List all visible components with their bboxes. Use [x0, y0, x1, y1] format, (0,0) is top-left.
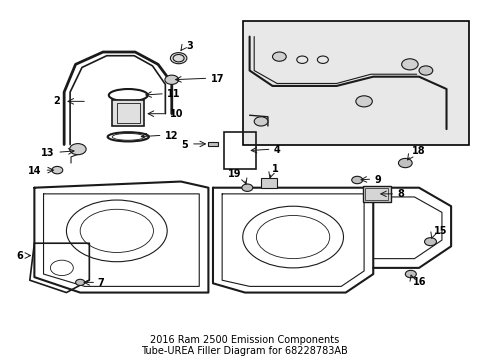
- Circle shape: [405, 270, 415, 278]
- Circle shape: [52, 166, 62, 174]
- Text: 11: 11: [167, 89, 180, 99]
- Bar: [261, 179, 277, 188]
- Circle shape: [164, 75, 178, 84]
- Text: 3: 3: [186, 41, 193, 51]
- Circle shape: [272, 52, 285, 61]
- Circle shape: [254, 117, 267, 126]
- Bar: [208, 142, 218, 146]
- Text: 2016 Ram 2500 Emission Components
Tube-UREA Filler Diagram for 68228783AB: 2016 Ram 2500 Emission Components Tube-U…: [141, 335, 347, 356]
- Text: 13: 13: [41, 148, 54, 158]
- Bar: [112, 100, 144, 126]
- Text: 6: 6: [16, 251, 23, 261]
- Circle shape: [355, 96, 371, 107]
- Text: 8: 8: [396, 189, 403, 199]
- Circle shape: [424, 238, 436, 246]
- Bar: [365, 188, 387, 200]
- Text: 12: 12: [164, 131, 178, 141]
- Text: 14: 14: [28, 166, 41, 176]
- Bar: [242, 21, 468, 144]
- Text: 1: 1: [271, 164, 278, 174]
- Text: 5: 5: [181, 140, 188, 150]
- Text: 16: 16: [412, 278, 425, 287]
- Text: 2: 2: [53, 96, 60, 106]
- Circle shape: [242, 184, 252, 192]
- Text: 10: 10: [169, 109, 183, 119]
- Text: 17: 17: [210, 74, 224, 84]
- Circle shape: [170, 53, 186, 64]
- Circle shape: [418, 66, 432, 75]
- Bar: [363, 186, 390, 202]
- Bar: [117, 103, 140, 123]
- Text: 18: 18: [411, 146, 425, 156]
- Text: 4: 4: [273, 145, 280, 155]
- Circle shape: [69, 144, 86, 155]
- Circle shape: [398, 158, 411, 168]
- Text: 9: 9: [373, 175, 380, 185]
- Text: 7: 7: [98, 278, 104, 288]
- Circle shape: [401, 59, 417, 70]
- Circle shape: [76, 279, 84, 285]
- Text: 15: 15: [433, 226, 447, 237]
- Text: 19: 19: [227, 169, 241, 179]
- Bar: [224, 132, 256, 169]
- Circle shape: [351, 176, 362, 184]
